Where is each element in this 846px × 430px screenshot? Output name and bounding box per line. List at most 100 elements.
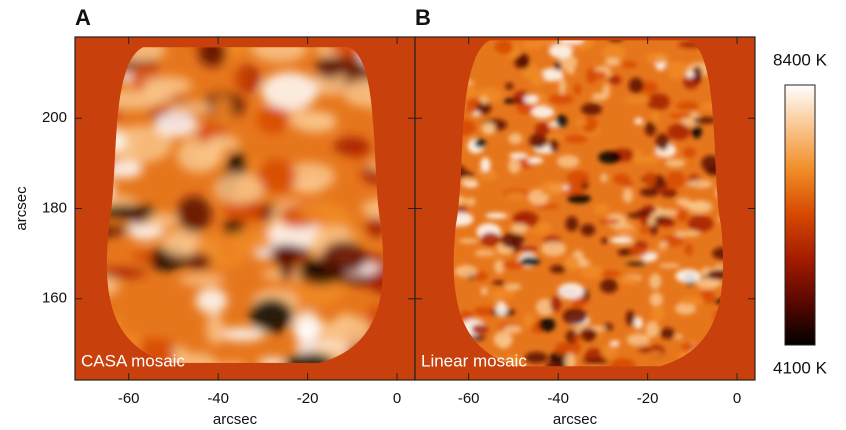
texture-blob: [621, 61, 638, 69]
texture-blob: [141, 84, 175, 104]
texture-blob: [278, 243, 296, 281]
texture-blob: [566, 170, 590, 186]
texture-blob: [491, 288, 504, 304]
texture-blob: [537, 222, 552, 231]
texture-blob: [580, 223, 596, 237]
texture-blob: [667, 123, 691, 141]
texture-blob: [492, 280, 506, 286]
y-axis-label: arcsec: [13, 186, 30, 231]
texture-blob: [548, 94, 575, 105]
texture-blob: [665, 158, 686, 168]
texture-blob: [473, 170, 487, 176]
texture-blob: [651, 107, 660, 125]
texture-blob: [504, 283, 522, 290]
texture-blob: [657, 219, 676, 227]
texture-blob: [678, 296, 705, 306]
texture-blob: [494, 259, 505, 274]
texture-blob: [132, 250, 154, 263]
texture-blob: [512, 211, 539, 227]
texture-blob: [213, 173, 264, 205]
texture-blob: [519, 53, 529, 68]
x-tick-label: -60: [118, 390, 140, 407]
texture-blob: [529, 133, 548, 149]
y-tick-label: 180: [42, 199, 67, 216]
texture-blob: [636, 209, 653, 215]
panel-letter: B: [415, 5, 431, 30]
texture-blob: [538, 317, 556, 332]
texture-blob: [497, 336, 511, 349]
colorbar-label: 8400 K: [773, 50, 828, 69]
texture-blob: [575, 118, 588, 127]
texture-blob: [531, 106, 555, 119]
texture-blob: [284, 162, 336, 191]
x-tick-label: -20: [637, 390, 659, 407]
texture-blob: [712, 246, 724, 260]
texture-blob: [632, 149, 642, 165]
texture-blob: [480, 157, 491, 173]
texture-blob: [565, 216, 579, 232]
texture-blob: [655, 187, 677, 194]
texture-blob: [503, 325, 522, 334]
texture-blob: [213, 95, 233, 124]
texture-blob: [106, 225, 131, 236]
texture-blob: [691, 125, 702, 139]
texture-blob: [521, 40, 544, 50]
texture-blob: [555, 114, 568, 128]
annotation: CASA mosaic: [81, 351, 185, 370]
texture-blob: [474, 271, 488, 282]
texture-blob: [480, 253, 500, 259]
texture-blob: [252, 47, 308, 63]
texture-blob: [668, 64, 685, 80]
texture-blob: [256, 159, 297, 194]
texture-blob: [534, 122, 551, 137]
texture-blob: [558, 40, 585, 45]
texture-blob: [695, 277, 720, 290]
texture-blob: [205, 311, 224, 345]
texture-blob: [511, 223, 528, 234]
texture-blob: [669, 112, 692, 119]
texture-blob: [529, 229, 550, 235]
texture-blob: [628, 77, 644, 94]
texture-blob: [640, 214, 649, 227]
texture-blob: [523, 94, 539, 104]
texture-blob: [591, 92, 608, 101]
texture-blob: [516, 246, 539, 253]
texture-blob: [219, 327, 266, 342]
texture-blob: [634, 316, 643, 330]
texture-blob: [693, 116, 718, 124]
texture-blob: [161, 228, 204, 257]
texture-blob: [465, 197, 476, 206]
texture-blob: [625, 260, 647, 266]
texture-blob: [494, 40, 514, 55]
texture-blob: [198, 47, 227, 67]
texture-blob: [523, 312, 535, 329]
texture-blob: [579, 265, 604, 279]
texture-blob: [553, 61, 562, 71]
texture-blob: [249, 298, 294, 333]
texture-blob: [107, 160, 143, 179]
texture-blob: [549, 264, 567, 274]
texture-blob: [685, 71, 695, 78]
texture-blob: [623, 97, 651, 104]
texture-blob: [610, 236, 634, 244]
texture-blob: [509, 152, 529, 159]
texture-blob: [598, 218, 620, 225]
texture-blob: [675, 269, 701, 283]
texture-blob: [527, 156, 544, 164]
texture-blob: [608, 75, 622, 85]
texture-blob: [564, 135, 588, 144]
texture-blob: [649, 292, 663, 307]
texture-blob: [593, 203, 610, 215]
texture-blob: [558, 78, 567, 95]
texture-blob: [539, 181, 565, 197]
texture-blob: [644, 121, 656, 137]
texture-blob: [454, 265, 477, 278]
texture-blob: [541, 241, 566, 257]
texture-blob: [658, 240, 668, 249]
texture-blob: [629, 246, 649, 257]
texture-blob: [645, 52, 669, 64]
texture-blob: [666, 171, 686, 188]
texture-blob: [466, 97, 479, 114]
texture-blob: [520, 256, 540, 266]
texture-blob: [562, 308, 588, 325]
